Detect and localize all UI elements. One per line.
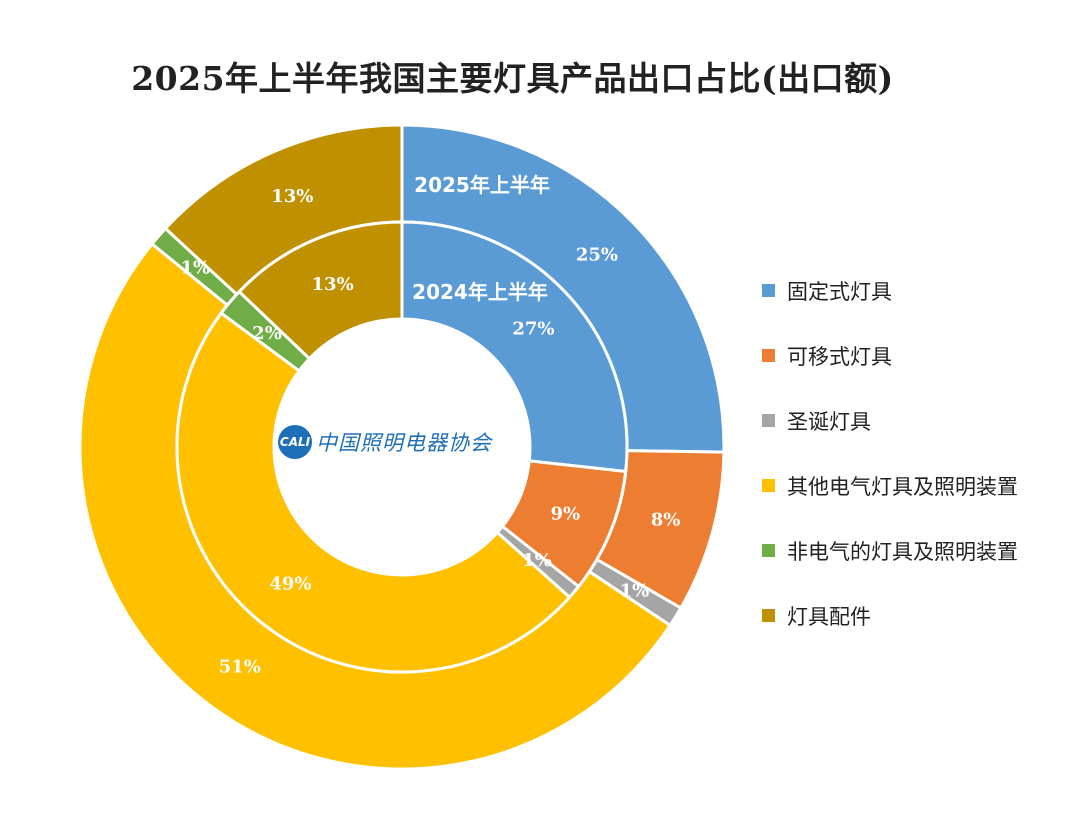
outer-data-label-2: 1% — [620, 581, 650, 602]
legend-label: 固定式灯具 — [787, 279, 892, 304]
legend-item: 圣诞灯具 — [762, 388, 1018, 453]
legend-label: 可移式灯具 — [787, 344, 892, 369]
outer-data-label-3: 51% — [219, 657, 261, 678]
legend-label: 非电气的灯具及照明装置 — [787, 539, 1018, 564]
legend-item: 非电气的灯具及照明装置 — [762, 518, 1018, 583]
inner-data-label-5: 13% — [312, 274, 354, 295]
inner-ring-2024 — [175, 220, 629, 674]
ring-labels: 2025年上半年 2024年上半年 — [412, 173, 550, 304]
inner-slice-3 — [175, 310, 572, 674]
legend-item: 可移式灯具 — [762, 323, 1018, 388]
logo-badge-icon: CALI — [278, 425, 312, 459]
inner-data-label-3: 49% — [269, 573, 311, 594]
chart-title: 2025年上半年我国主要灯具产品出口占比(出口额) — [131, 59, 894, 98]
inner-slice-0 — [400, 220, 629, 474]
inner-data-label-1: 9% — [550, 503, 580, 524]
ring-label-2024: 2024年上半年 — [412, 280, 548, 304]
association-logo: CALI 中国照明电器协会 — [278, 425, 492, 459]
legend-swatch — [762, 479, 775, 492]
legend-item: 固定式灯具 — [762, 258, 1018, 323]
logo-text: 中国照明电器协会 — [316, 431, 492, 455]
legend-swatch — [762, 609, 775, 622]
inner-data-label-4: 2% — [252, 323, 282, 344]
legend-swatch — [762, 349, 775, 362]
inner-slice-5 — [237, 220, 404, 361]
inner-data-label-2: 1% — [522, 550, 552, 571]
legend-label: 其他电气灯具及照明装置 — [787, 474, 1018, 499]
legend-swatch — [762, 544, 775, 557]
legend-item: 其他电气灯具及照明装置 — [762, 453, 1018, 518]
inner-data-label-0: 27% — [512, 319, 554, 340]
outer-data-label-1: 8% — [651, 509, 681, 530]
legend-swatch — [762, 284, 775, 297]
legend-item: 灯具配件 — [762, 583, 1018, 648]
legend: 固定式灯具可移式灯具圣诞灯具其他电气灯具及照明装置 非电气的灯具及照明装置 灯具配件 — [762, 258, 1018, 648]
outer-data-label-5: 13% — [271, 186, 313, 207]
legend-label: 圣诞灯具 — [787, 409, 871, 434]
ring-label-2025: 2025年上半年 — [414, 173, 550, 197]
data-labels: 25% 8% 1% 51% 1% 13% 27% 9% 1% 49% 2% 13% — [180, 186, 680, 678]
outer-data-label-4: 1% — [180, 257, 210, 278]
outer-data-label-0: 25% — [576, 245, 618, 266]
legend-swatch — [762, 414, 775, 427]
legend-label: 灯具配件 — [787, 604, 871, 629]
